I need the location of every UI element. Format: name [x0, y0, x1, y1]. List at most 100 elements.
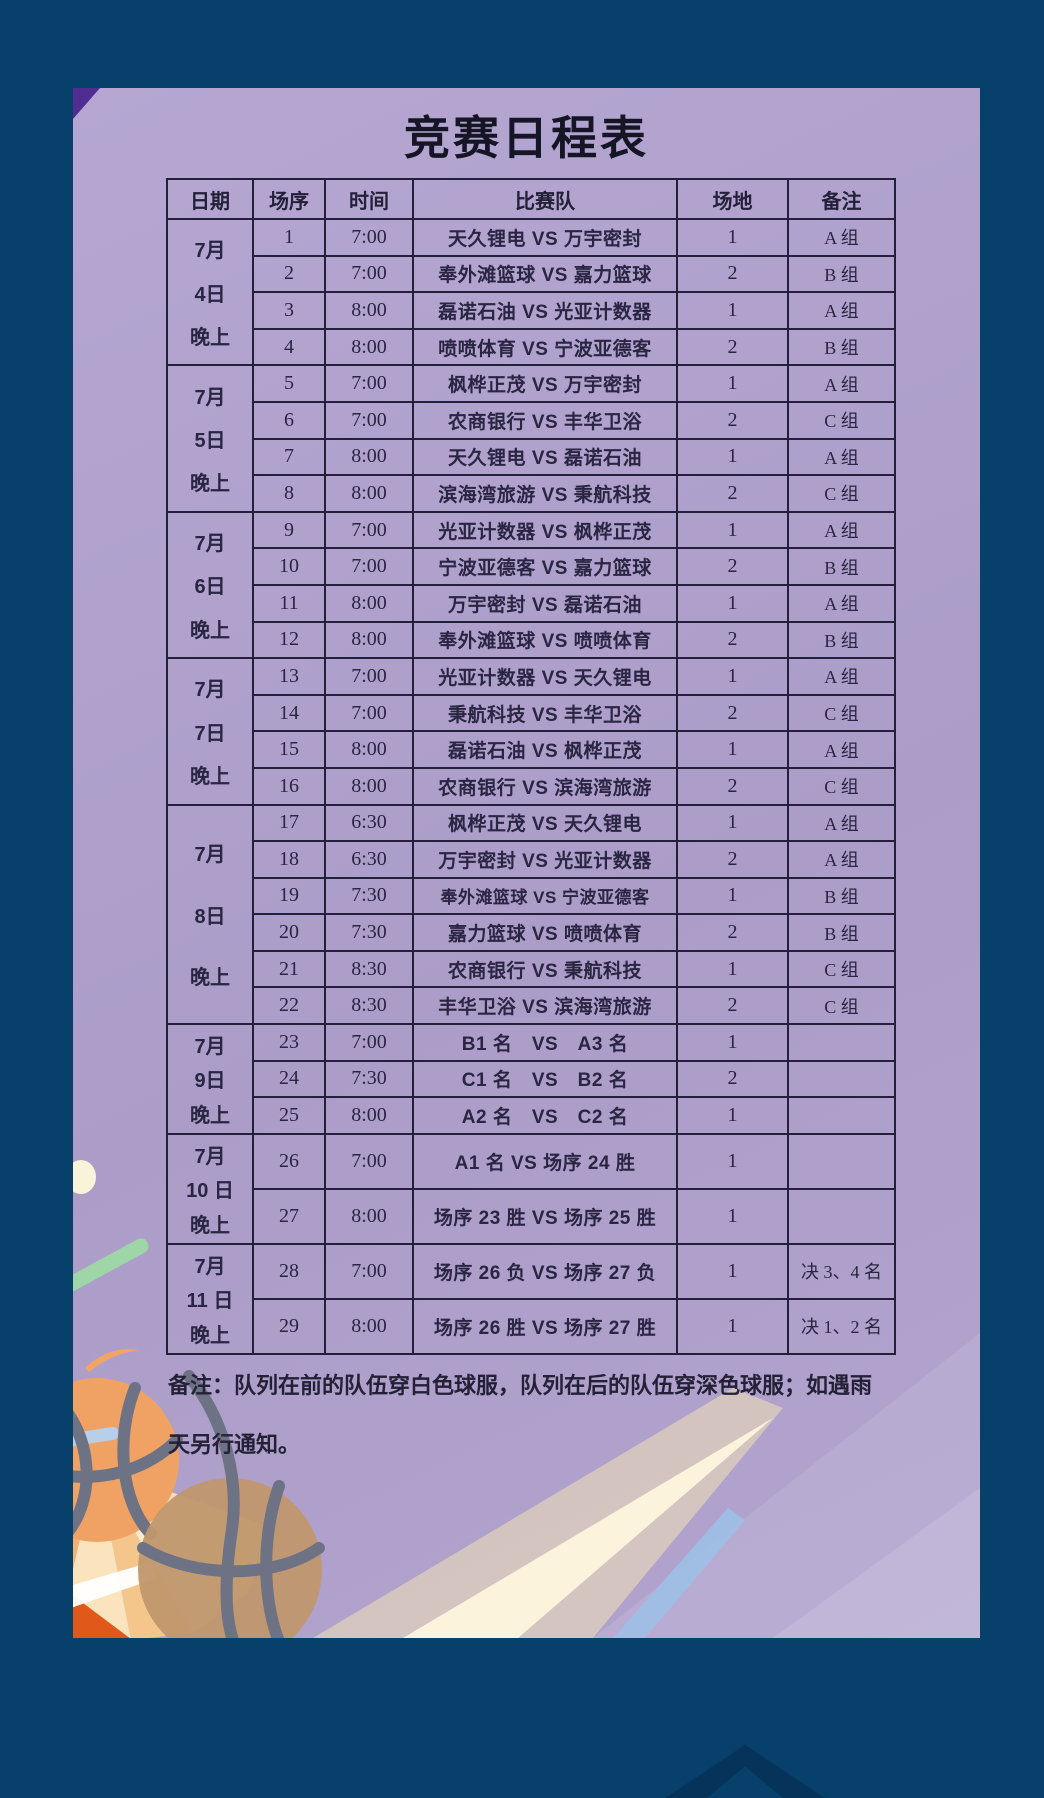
schedule-row: 8 8:00 滨海湾旅游 VS 秉航科技 2 C 组 [167, 474, 896, 513]
date-line: 7月 [194, 1036, 226, 1059]
date-line: 晚上 [190, 1324, 230, 1347]
date-line: 8日 [194, 905, 226, 928]
venue-cell: 1 [676, 1242, 789, 1300]
teams-cell: 万宇密封 VS 光亚计数器 [412, 840, 678, 879]
venue-cell: 2 [676, 547, 789, 586]
time-cell: 8:00 [324, 291, 414, 330]
column-header-1: 场序 [252, 178, 326, 220]
remark-cell: C 组 [787, 766, 896, 806]
match-no-cell: 8 [252, 474, 326, 513]
column-header-0: 日期 [166, 178, 254, 220]
remark-cell: B 组 [787, 327, 896, 367]
match-no-cell: 16 [252, 766, 326, 806]
remark-cell: C 组 [787, 474, 896, 513]
venue-cell: 2 [676, 620, 789, 660]
teams-cell: 秉航科技 VS 丰华卫浴 [412, 693, 678, 733]
time-cell: 7:00 [324, 218, 414, 257]
light-beams-decoration [73, 1388, 783, 1638]
match-no-cell: 7 [252, 437, 326, 477]
venue-cell: 1 [676, 1297, 789, 1355]
remark-cell: C 组 [787, 693, 896, 733]
time-cell: 7:30 [324, 876, 414, 916]
remark-cell: 决 1、2 名 [787, 1297, 896, 1355]
corner-triangle-decoration [73, 88, 100, 119]
schedule-row: 19 7:30 奉外滩篮球 VS 宁波亚德客 1 B 组 [167, 876, 896, 916]
date-cell: 7月 5日 晚上 [166, 364, 254, 513]
schedule-row: 7月 8日 晚上 17 6:30 枫桦正茂 VS 天久锂电 1 A 组 [166, 803, 896, 1026]
match-no-cell: 4 [252, 327, 326, 367]
remark-cell: C 组 [787, 986, 896, 1026]
venue-cell: 1 [676, 1132, 789, 1190]
teams-cell: 奉外滩篮球 VS 嘉力篮球 [412, 254, 678, 294]
orange-swoosh-decoration [85, 1349, 139, 1372]
time-cell: 7:00 [324, 547, 414, 586]
match-no-cell: 25 [252, 1096, 326, 1135]
date-line: 7月 [194, 1146, 226, 1169]
date-line: 11 日 [186, 1290, 234, 1313]
teams-cell: 万宇密封 VS 磊诺石油 [412, 583, 678, 623]
match-no-cell: 26 [252, 1132, 326, 1190]
remark-cell: C 组 [787, 949, 896, 989]
date-cell: 7月 4日 晚上 [166, 217, 254, 367]
date-line: 9日 [194, 1070, 226, 1093]
match-no-cell: 19 [252, 876, 326, 916]
date-line: 7月 [194, 1256, 226, 1279]
date-line: 晚上 [190, 327, 230, 350]
date-line: 6日 [194, 576, 226, 599]
match-no-cell: 28 [252, 1242, 326, 1300]
time-cell: 8:00 [324, 474, 414, 513]
schedule-row: 7 8:00 天久锂电 VS 磊诺石油 1 A 组 [167, 437, 896, 477]
remark-cell: A 组 [787, 840, 896, 879]
time-cell: 7:00 [324, 1242, 414, 1300]
time-cell: 7:30 [324, 913, 414, 952]
venue-cell: 2 [676, 254, 789, 294]
venue-cell: 2 [676, 840, 789, 879]
time-cell: 6:30 [324, 840, 414, 879]
teams-cell: 喷喷体育 VS 宁波亚德客 [412, 327, 678, 367]
date-cell: 7月 11 日晚上 [166, 1242, 254, 1355]
match-no-cell: 13 [252, 657, 326, 696]
venue-cell: 1 [676, 583, 789, 623]
schedule-row: 4 8:00 喷喷体育 VS 宁波亚德客 2 B 组 [167, 327, 896, 367]
match-no-cell: 5 [252, 364, 326, 403]
venue-cell: 2 [676, 913, 789, 952]
match-no-cell: 21 [252, 949, 326, 989]
schedule-row: 18 6:30 万宇密封 VS 光亚计数器 2 A 组 [167, 840, 896, 879]
schedule-table: 日期 场序 时间 比赛队 场地 备注 7月 4日 晚上 1 7:00 天久锂电 VS 万宇密封 1 A … [166, 178, 896, 1355]
match-no-cell: 23 [252, 1023, 326, 1062]
match-no-cell: 20 [252, 913, 326, 952]
date-line: 7月 [194, 533, 226, 556]
date-line: 7月 [194, 679, 226, 702]
schedule-row: 14 7:00 秉航科技 VS 丰华卫浴 2 C 组 [167, 693, 896, 733]
teams-cell: C1 名 VS B2 名 [412, 1059, 678, 1099]
remark-cell: A 组 [787, 730, 896, 769]
time-cell: 8:00 [324, 327, 414, 367]
teams-cell: 丰华卫浴 VS 滨海湾旅游 [412, 986, 678, 1026]
remark-cell: B 组 [787, 254, 896, 294]
match-no-cell: 2 [252, 254, 326, 294]
match-no-cell: 29 [252, 1297, 326, 1355]
remark-cell: A 组 [787, 437, 896, 477]
teams-cell: 奉外滩篮球 VS 喷喷体育 [412, 620, 678, 660]
teams-cell: 天久锂电 VS 磊诺石油 [412, 437, 678, 477]
date-line: 10 日 [186, 1180, 234, 1203]
footer-note: 备注：队列在前的队伍穿白色球服，队列在后的队伍穿深色球服；如遇雨天另行通知。 [168, 1373, 873, 1458]
venue-cell: 1 [676, 803, 789, 843]
match-no-cell: 9 [252, 510, 326, 550]
match-no-cell: 6 [252, 400, 326, 440]
schedule-row: 15 8:00 磊诺石油 VS 枫桦正茂 1 A 组 [167, 730, 896, 769]
venue-cell: 1 [676, 291, 789, 330]
schedule-poster: 竞赛日程表 日期 场序 时间 比赛队 场地 备注 7月 4日 晚上 1 7:00 天久锂电 VS 万… [73, 88, 980, 1638]
venue-cell: 2 [676, 327, 789, 367]
time-cell: 8:00 [324, 583, 414, 623]
match-no-cell: 1 [252, 218, 326, 257]
remark-cell: A 组 [787, 364, 896, 403]
date-line: 5日 [194, 430, 226, 453]
time-cell: 7:00 [324, 657, 414, 696]
teams-cell: 光亚计数器 VS 天久锂电 [412, 657, 678, 696]
match-no-cell: 18 [252, 840, 326, 879]
venue-cell: 1 [676, 437, 789, 477]
